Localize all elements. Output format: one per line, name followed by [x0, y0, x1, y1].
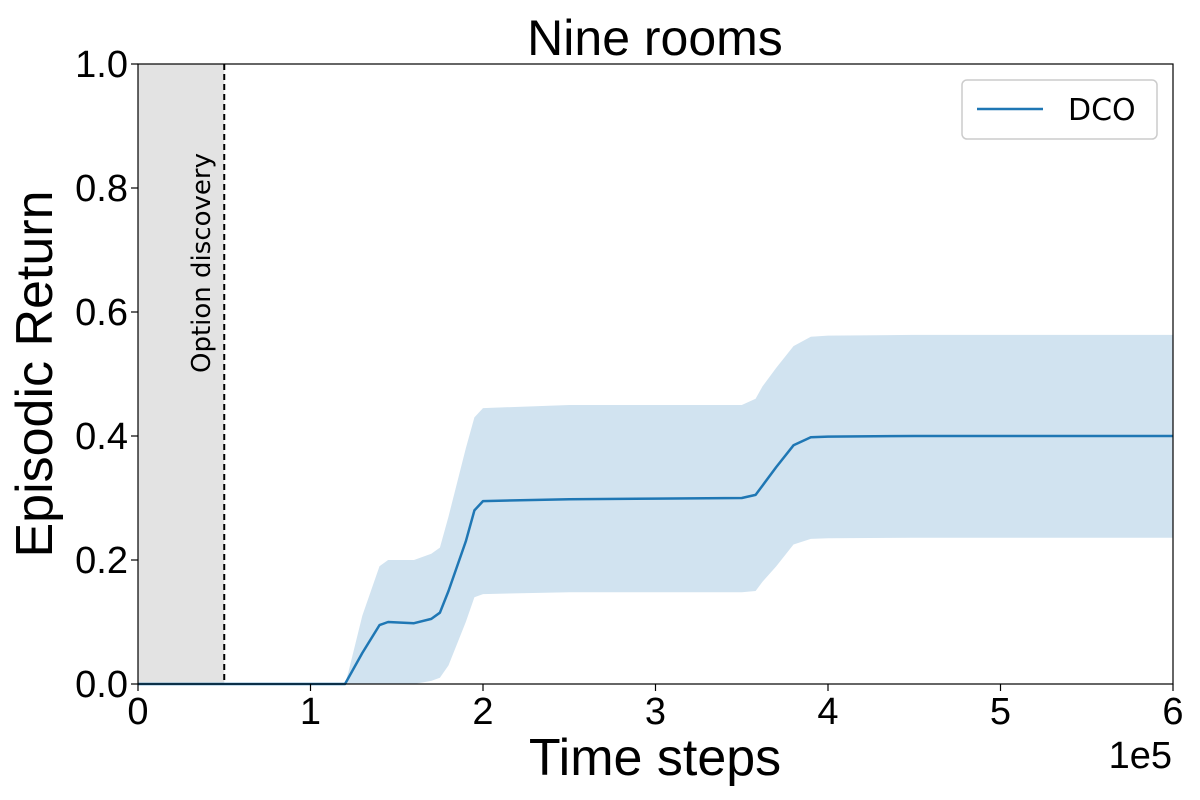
y-tick-label: 0.6: [75, 292, 128, 334]
x-tick-label: 0: [127, 691, 148, 733]
labels: Nine rooms Time steps Episodic Return 1e…: [6, 10, 1172, 787]
axes: 0 1 2 3 4 5 6 0.0 0.2 0.4 0.6 0.8 1.0: [75, 44, 1183, 733]
legend-label-dco: DCO: [1068, 93, 1136, 128]
x-tick-label: 1: [300, 691, 321, 733]
plot-area: [138, 64, 225, 684]
x-tick-label: 2: [472, 691, 493, 733]
y-tick-label: 0.2: [75, 540, 128, 582]
x-tick-label: 3: [645, 691, 666, 733]
chart-title: Nine rooms: [527, 10, 783, 66]
y-tick-label: 1.0: [75, 44, 128, 86]
x-axis-multiplier: 1e5: [1109, 735, 1172, 777]
x-tick-label: 6: [1162, 691, 1183, 733]
y-axis-label: Episodic Return: [6, 190, 64, 557]
option-discovery-region: [138, 64, 225, 684]
x-tick-label: 4: [817, 691, 838, 733]
y-tick-label: 0.8: [75, 168, 128, 210]
confidence-band-dco: [138, 334, 1173, 684]
x-tick-label: 5: [990, 691, 1011, 733]
y-tick-label: 0.0: [75, 664, 128, 706]
series-marks: [138, 64, 1173, 686]
series-line-dco: [138, 434, 1173, 686]
legend: DCO: [961, 79, 1158, 140]
legend-box: [961, 79, 1158, 140]
y-tick-label: 0.4: [75, 416, 128, 458]
x-axis-label: Time steps: [529, 729, 781, 787]
option-discovery-annotation: Option discovery: [187, 153, 217, 373]
